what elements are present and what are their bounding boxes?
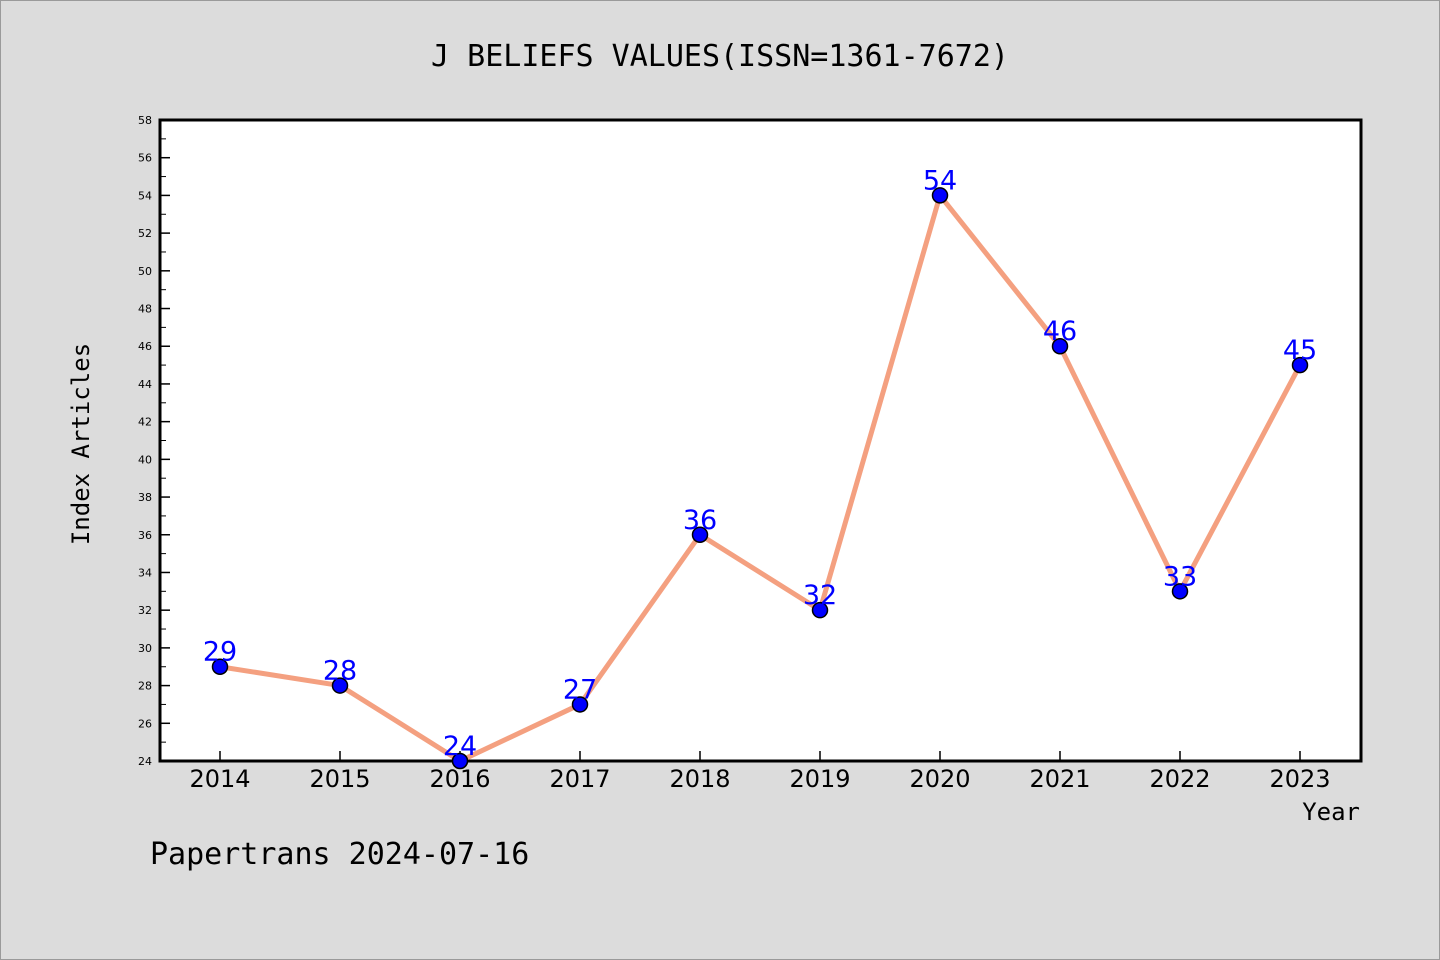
data-label: 29	[203, 637, 237, 668]
x-tick-label: 2014	[189, 765, 250, 793]
y-tick-label: 56	[138, 152, 152, 165]
data-label: 54	[923, 165, 957, 196]
y-tick-label: 40	[138, 453, 152, 466]
data-point-marker	[811, 601, 829, 619]
x-tick-label: 2023	[1269, 765, 1330, 793]
y-tick-label: 30	[138, 642, 152, 655]
data-label: 36	[683, 505, 717, 536]
data-label: 24	[443, 731, 477, 762]
y-tick-label: 32	[138, 604, 152, 617]
x-axis-ticks: 2014 2015 2016 2017 2018 2019 2020 2021 2022 2023	[189, 751, 1331, 793]
data-markers	[211, 187, 1309, 770]
y-tick-label: 24	[138, 755, 152, 768]
data-point-marker	[1291, 356, 1309, 374]
y-tick-label: 54	[138, 189, 152, 202]
y-tick-label: 46	[138, 340, 152, 353]
x-tick-label: 2018	[669, 765, 730, 793]
data-point-marker	[571, 696, 589, 713]
chart-title: J BELIEFS VALUES(ISSN=1361-7672)	[431, 39, 1009, 74]
x-tick-label: 2016	[429, 765, 490, 793]
y-tick-label: 26	[138, 717, 152, 730]
data-point-marker	[451, 752, 469, 770]
x-tick-label: 2019	[789, 765, 850, 793]
y-tick-label: 58	[138, 114, 152, 127]
y-tick-label: 50	[138, 265, 152, 278]
y-tick-label: 28	[138, 680, 152, 693]
y-axis-label: Index Articles	[67, 343, 95, 545]
y-tick-label: 36	[138, 529, 152, 542]
y-axis-ticks: 24 26 28 30 32 34 36 38 40 42 44 46 48 50 52 54 56 58	[138, 114, 170, 768]
data-point-marker	[1171, 583, 1189, 600]
x-tick-label: 2021	[1029, 765, 1090, 793]
data-point-marker	[331, 677, 349, 694]
data-point-marker	[1051, 337, 1069, 355]
y-tick-label: 52	[138, 227, 152, 240]
data-label: 28	[323, 656, 357, 687]
y-tick-label: 44	[138, 378, 152, 391]
x-axis-label: Year	[1302, 798, 1360, 826]
data-point-marker	[931, 187, 949, 204]
footer-text: Papertrans 2024-07-16	[150, 837, 529, 872]
y-tick-label: 38	[138, 491, 152, 504]
data-label: 33	[1163, 561, 1197, 592]
data-label: 32	[803, 580, 837, 611]
y-tick-label: 42	[138, 416, 152, 429]
y-tick-label: 34	[138, 566, 152, 579]
data-labels: 29 28 24 27 36 32 54 46 33 45	[203, 165, 1317, 762]
data-label: 46	[1043, 316, 1077, 347]
data-point-marker	[691, 526, 709, 544]
x-tick-label: 2020	[909, 765, 970, 793]
data-point-marker	[211, 658, 229, 675]
series-line-group	[219, 192, 1303, 764]
plot-area	[158, 118, 1363, 763]
x-tick-label: 2022	[1149, 765, 1210, 793]
data-label: 45	[1283, 335, 1317, 366]
y-tick-label: 48	[138, 303, 152, 316]
data-label: 27	[563, 674, 597, 705]
x-tick-label: 2017	[549, 765, 610, 793]
series-line	[219, 192, 1303, 764]
x-tick-label: 2015	[309, 765, 370, 793]
